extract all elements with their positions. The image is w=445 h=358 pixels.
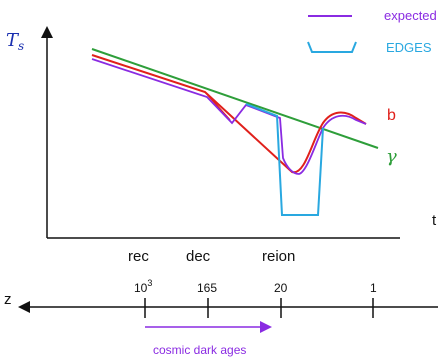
gamma-curve [91, 48, 379, 149]
x-axis-label: t [432, 212, 437, 229]
y-axis-label: Ts [6, 30, 24, 53]
x-tick-dec: dec [186, 248, 211, 265]
z-tick-label-3: 20 [274, 281, 288, 295]
z-tick-label-1-base: 10 [134, 281, 148, 295]
z-tick-label-2: 165 [197, 281, 217, 295]
z-tick-label-1: 103 [134, 278, 152, 295]
legend-expected-label: expected [384, 8, 437, 23]
legend-edges-swatch [307, 41, 357, 53]
b-curve [91, 54, 367, 174]
b-curve-label: b [387, 107, 396, 124]
gamma-curve-label: γ [386, 146, 397, 167]
expected-curve [91, 58, 367, 175]
legend-edges-label: EDGES [386, 40, 432, 55]
x-tick-rec: rec [128, 248, 149, 265]
y-axis-label-sub: s [18, 39, 24, 53]
x-tick-reion: reion [262, 248, 295, 265]
z-axis-label: z [4, 291, 12, 308]
z-tick-label-4: 1 [370, 281, 377, 295]
dark-ages-label: cosmic dark ages [153, 343, 246, 357]
z-tick-label-1-exp: 3 [147, 278, 152, 288]
edges-curve [245, 103, 324, 216]
y-axis-label-main: T [6, 30, 20, 51]
